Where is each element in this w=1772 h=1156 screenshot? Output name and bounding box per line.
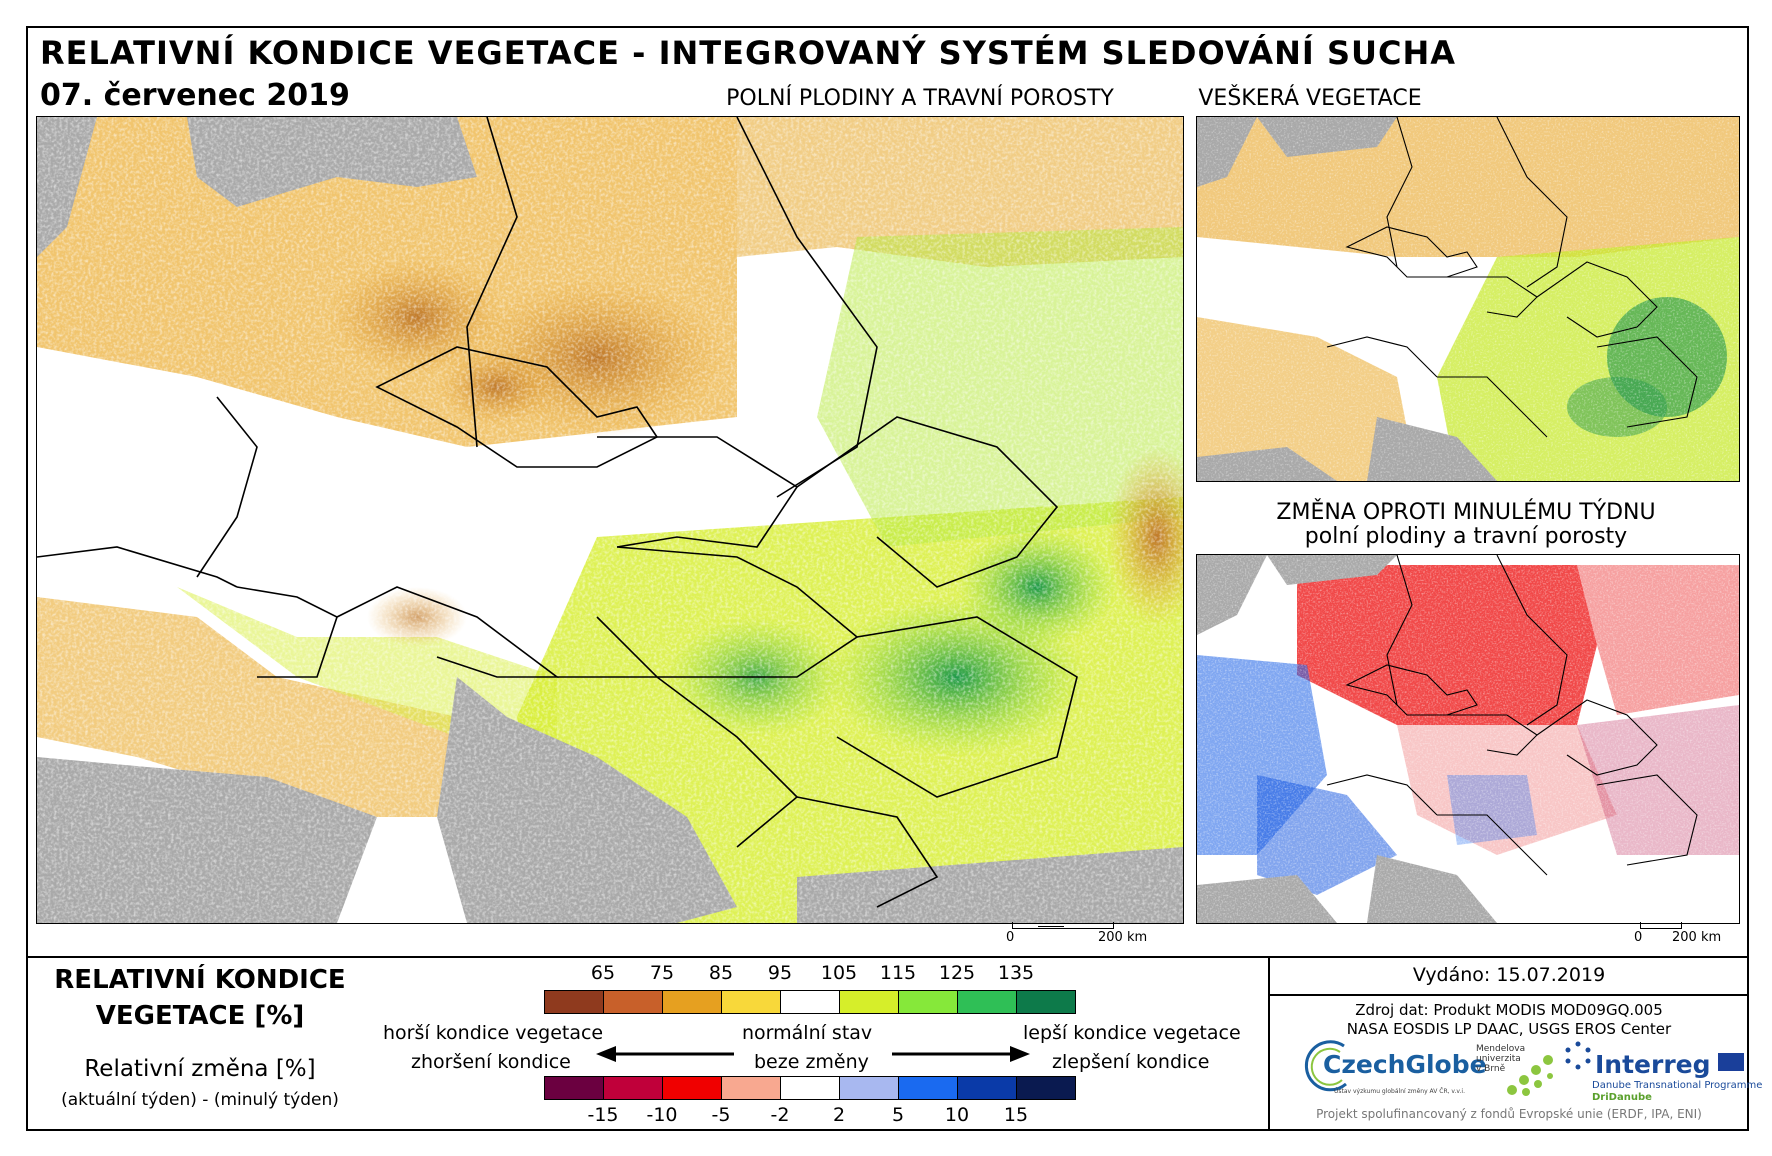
info-separator bbox=[1268, 956, 1270, 1131]
condition-tick-label: 125 bbox=[938, 962, 976, 984]
change-tick-label: 15 bbox=[1003, 1104, 1029, 1126]
no-change-label: beze změny bbox=[754, 1051, 869, 1073]
condition-tick-label: 115 bbox=[879, 962, 917, 984]
chgBar-swatch bbox=[544, 1076, 604, 1100]
czechglobe-logo-text: CzechGlobe bbox=[1323, 1050, 1487, 1079]
left-arrow-icon bbox=[596, 1046, 734, 1062]
change-tick-label: -2 bbox=[770, 1104, 790, 1126]
condition-ticks: 65 75 85 95 105 115 125 135 bbox=[544, 962, 1075, 986]
change-tick-label: -10 bbox=[646, 1104, 678, 1126]
change-ticks: -15 -10 -5 -2 2 5 10 15 bbox=[544, 1104, 1075, 1128]
change-colorbar bbox=[544, 1076, 1076, 1100]
all-vegetation-map bbox=[1196, 116, 1740, 482]
condBar-swatch bbox=[721, 990, 781, 1014]
condBar-swatch bbox=[957, 990, 1017, 1014]
main-vegetation-map bbox=[36, 116, 1184, 924]
right-arrow-icon bbox=[892, 1046, 1030, 1062]
change-scalebar-zero: 0 bbox=[1634, 930, 1643, 945]
chgBar-swatch bbox=[957, 1076, 1017, 1100]
condition-tick-label: 135 bbox=[997, 962, 1035, 984]
interreg-logo-text: Interreg bbox=[1595, 1050, 1711, 1079]
issued-date: Vydáno: 15.07.2019 bbox=[1412, 964, 1606, 986]
legend-title-line2: VEGETACE [%] bbox=[95, 1001, 305, 1031]
condition-tick-label: 85 bbox=[708, 962, 734, 984]
normal-state-label: normální stav bbox=[742, 1022, 873, 1044]
main-map-caption: POLNÍ PLODINY A TRAVNÍ POROSTY bbox=[726, 86, 1114, 111]
change-tick-label: -5 bbox=[711, 1104, 731, 1126]
condBar-swatch bbox=[662, 990, 722, 1014]
condBar-swatch bbox=[544, 990, 604, 1014]
legend-title-line1: RELATIVNÍ KONDICE bbox=[54, 965, 346, 995]
dridanube-label: DriDanube bbox=[1592, 1092, 1652, 1103]
condBar-swatch bbox=[839, 990, 899, 1014]
condBar-swatch bbox=[780, 990, 840, 1014]
eu-flag-icon bbox=[1718, 1053, 1744, 1071]
change-legend-subtitle: (aktuální týden) - (minulý týden) bbox=[61, 1090, 339, 1110]
mendel-university-text: Mendelova univerzita v Brně bbox=[1476, 1044, 1525, 1074]
main-scalebar-zero: 0 bbox=[1006, 930, 1015, 945]
condition-tick-label: 105 bbox=[820, 962, 858, 984]
main-scalebar-value: 200 km bbox=[1098, 930, 1148, 945]
weekly-change-map bbox=[1196, 554, 1740, 924]
interreg-star-icon bbox=[1565, 1041, 1591, 1070]
mendel-line1: Mendelova bbox=[1476, 1044, 1526, 1054]
change-caption-line2: polní plodiny a travní porosty bbox=[1304, 524, 1628, 549]
condition-colorbar bbox=[544, 990, 1076, 1014]
change-tick-label: 10 bbox=[944, 1104, 970, 1126]
chgBar-swatch bbox=[1016, 1076, 1076, 1100]
condition-tick-label: 65 bbox=[590, 962, 616, 984]
change-scalebar-value: 200 km bbox=[1672, 930, 1722, 945]
change-caption-line1: ZMĚNA OPROTI MINULÉMU TÝDNU bbox=[1276, 500, 1656, 525]
chgBar-swatch bbox=[721, 1076, 781, 1100]
worse-condition-label: horší kondice vegetace bbox=[383, 1022, 604, 1044]
condBar-swatch bbox=[603, 990, 663, 1014]
condition-tick-label: 75 bbox=[649, 962, 675, 984]
chgBar-swatch bbox=[898, 1076, 958, 1100]
condBar-swatch bbox=[1016, 990, 1076, 1014]
change-tick-label: 2 bbox=[832, 1104, 846, 1126]
page-title: RELATIVNÍ KONDICE VEGETACE - INTEGROVANÝ… bbox=[40, 34, 1457, 72]
czechglobe-logo-icon bbox=[1304, 1040, 1347, 1092]
better-condition-label: lepší kondice vegetace bbox=[1023, 1022, 1241, 1044]
map-date: 07. červenec 2019 bbox=[40, 78, 350, 113]
condBar-swatch bbox=[898, 990, 958, 1014]
chgBar-swatch bbox=[662, 1076, 722, 1100]
interreg-programme: Danube Transnational Programme bbox=[1592, 1080, 1763, 1091]
chgBar-swatch bbox=[839, 1076, 899, 1100]
legend-separator bbox=[26, 956, 1749, 958]
data-source-line2: NASA EOSDIS LP DAAC, USGS EROS Center bbox=[1346, 1020, 1672, 1038]
mendel-line2: univerzita bbox=[1476, 1054, 1521, 1064]
czechglobe-subtitle: Ústav výzkumu globální změny AV ČR, v.v.… bbox=[1334, 1088, 1465, 1095]
worsening-label: zhoršení kondice bbox=[411, 1051, 571, 1073]
mendel-line3: v Brně bbox=[1476, 1064, 1506, 1074]
chgBar-swatch bbox=[603, 1076, 663, 1100]
condition-tick-label: 95 bbox=[767, 962, 793, 984]
change-tick-label: -15 bbox=[587, 1104, 619, 1126]
data-source-line1: Zdroj dat: Produkt MODIS MOD09GQ.005 bbox=[1355, 1001, 1663, 1019]
mendel-university-logo-icon bbox=[1507, 1055, 1553, 1096]
change-legend-title: Relativní změna [%] bbox=[84, 1056, 316, 1082]
chgBar-swatch bbox=[780, 1076, 840, 1100]
issued-separator bbox=[1268, 994, 1749, 996]
eu-funding-footer: Projekt spolufinancovaný z fondů Evropsk… bbox=[1316, 1107, 1702, 1121]
improvement-label: zlepšení kondice bbox=[1052, 1051, 1210, 1073]
all-vegetation-caption: VEŠKERÁ VEGETACE bbox=[1198, 86, 1422, 111]
change-tick-label: 5 bbox=[891, 1104, 905, 1126]
